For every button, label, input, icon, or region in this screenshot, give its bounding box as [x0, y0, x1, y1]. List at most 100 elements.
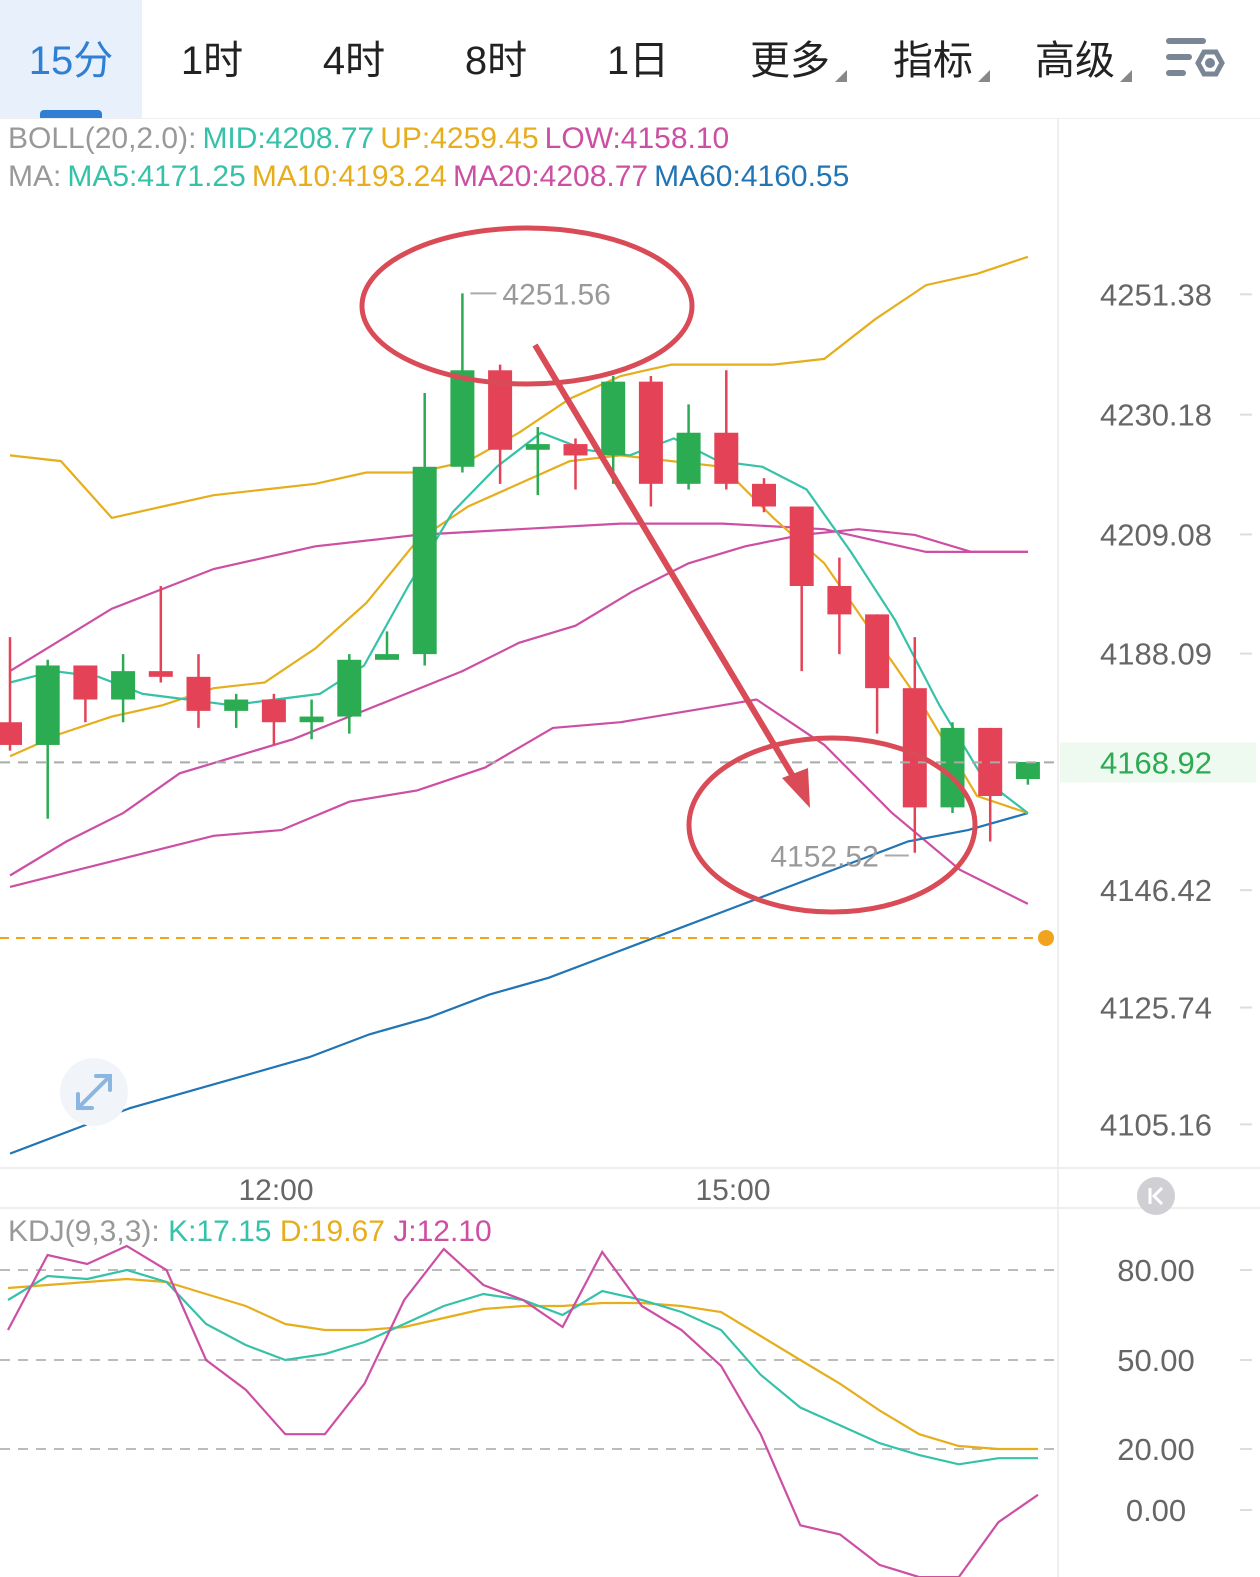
tab-more-label: 更多 — [750, 39, 830, 83]
boll-legend: BOLL(20,2.0): MID:4208.77 UP:4259.45 LOW:41… — [8, 122, 735, 156]
kdj-legend-item: J:12.10 — [393, 1215, 491, 1248]
kdj-legend-item: D:19.67 — [280, 1215, 393, 1248]
current-price-label: 4168.92 — [1100, 745, 1212, 780]
candle-body — [148, 671, 173, 677]
candle-body — [601, 381, 626, 456]
tab-indicator-label: 指标 — [893, 39, 973, 83]
tab-indicator[interactable]: 指标 — [878, 0, 990, 118]
price-label: 4209.08 — [1100, 517, 1212, 552]
dropdown-corner-icon — [978, 70, 990, 82]
active-tab-indicator — [40, 110, 102, 118]
price-label: 4251.38 — [1100, 277, 1212, 312]
expand-arrows-icon — [76, 1074, 112, 1110]
price-label: 4188.09 — [1100, 637, 1212, 672]
dropdown-corner-icon — [835, 70, 847, 82]
tab-15m-label: 15分 — [28, 39, 114, 83]
tab-more[interactable]: 更多 — [735, 0, 847, 118]
chart-settings-button[interactable] — [1160, 30, 1230, 90]
tab-advanced[interactable]: 高级 — [1020, 0, 1132, 118]
candle-body — [676, 432, 701, 484]
timeframe-tabbar: 15分 1时 4时 8时 1日 更多 指标 高级 — [0, 0, 1260, 119]
candle-body — [35, 665, 60, 745]
kdj-panel: KDJ(9,3,3): K:17.15 D:19.67 J:12.10 80.00… — [0, 1215, 1252, 1577]
ma10-line — [9, 454, 1029, 815]
low-marker-label: 4152.52 — [770, 841, 878, 874]
boll-mid-value: MID:4208.77 — [202, 122, 375, 155]
tab-1d[interactable]: 1日 — [578, 0, 698, 118]
annotation-circle-low — [686, 735, 978, 915]
candle-body — [752, 483, 776, 507]
tab-1h-label: 1时 — [180, 39, 244, 83]
boll-bands — [9, 255, 1029, 905]
kdj-k-line — [7, 1268, 1038, 1466]
candle-body — [186, 676, 211, 711]
moving-averages — [9, 431, 1029, 1155]
candle-body — [827, 586, 852, 615]
candle-body — [638, 381, 663, 484]
ma-legend: MA: MA5:4171.25 MA10:4193.24 MA20:4208.77 MA… — [8, 160, 855, 194]
boll-up-value: UP:4259.45 — [380, 122, 539, 155]
tab-advanced-label: 高级 — [1035, 39, 1115, 83]
tab-4h-label: 4时 — [322, 39, 386, 83]
boll-mid-line — [9, 522, 1028, 673]
candle-body — [902, 688, 927, 808]
candle-body — [450, 370, 475, 467]
time-label: 12:00 — [238, 1174, 313, 1207]
high-marker-label: 4251.56 — [502, 278, 610, 311]
dropdown-corner-icon — [1120, 70, 1132, 82]
candle-body — [224, 699, 249, 711]
candle-body — [299, 716, 324, 723]
boll-upper-line — [9, 255, 1029, 520]
current-price-tag — [1060, 742, 1256, 783]
ma-legend-label: MA: — [8, 160, 62, 193]
boll-legend-label: BOLL(20,2.0): — [8, 122, 197, 155]
candle-body — [337, 659, 362, 717]
kdj-legend-item: K:17.15 — [168, 1215, 280, 1248]
candle-body — [525, 444, 550, 450]
tab-4h[interactable]: 4时 — [294, 0, 414, 118]
time-label: 15:00 — [695, 1174, 770, 1207]
candles — [0, 293, 1040, 853]
tab-1h[interactable]: 1时 — [152, 0, 272, 118]
ma20-value: MA20:4208.77 — [452, 160, 649, 193]
candle-body — [978, 727, 1003, 797]
kdj-axis-label: 50.00 — [1117, 1343, 1195, 1378]
candle-body — [865, 614, 890, 689]
ma20-line — [9, 528, 1028, 877]
skip-back-icon — [1148, 1186, 1164, 1206]
tab-1d-label: 1日 — [606, 39, 670, 83]
candle-body — [261, 699, 286, 723]
kdj-j-line — [7, 1244, 1039, 1577]
tab-15m[interactable]: 15分 — [0, 0, 142, 118]
candle-body — [488, 370, 513, 450]
ma5-value: MA5:4171.25 — [67, 160, 246, 193]
annotation-arrow-head — [782, 768, 810, 808]
ma10-value: MA10:4193.24 — [251, 160, 447, 193]
candle-body — [940, 727, 965, 808]
kdj-axis-label: 0.00 — [1126, 1493, 1186, 1528]
kdj-axis-label: 80.00 — [1117, 1253, 1195, 1288]
scroll-to-latest-button[interactable] — [1137, 1177, 1175, 1215]
kdj-axis-label: 20.00 — [1117, 1432, 1195, 1467]
candle-body — [111, 671, 136, 700]
ma60-line — [9, 812, 1029, 1155]
fullscreen-button[interactable] — [60, 1058, 128, 1126]
tab-8h[interactable]: 8时 — [436, 0, 556, 118]
candle-body — [1015, 761, 1040, 779]
annotation-layer: 4251.56 4152.52 — [359, 225, 978, 915]
candle-body — [412, 466, 437, 655]
candle-body — [563, 444, 588, 456]
tab-8h-label: 8时 — [464, 39, 528, 83]
candle-body — [375, 654, 399, 660]
ma60-value: MA60:4160.55 — [654, 160, 850, 193]
price-label: 4105.16 — [1100, 1107, 1212, 1142]
price-label: 4125.74 — [1100, 991, 1212, 1026]
price-label: 4230.18 — [1100, 398, 1212, 433]
candle-body — [73, 665, 98, 700]
grid-layer — [0, 118, 1260, 1577]
kdj-d-line — [7, 1277, 1038, 1451]
chart-settings-icon — [1166, 38, 1225, 77]
boll-low-value: LOW:4158.10 — [544, 122, 730, 155]
ma5-line — [9, 431, 1029, 814]
